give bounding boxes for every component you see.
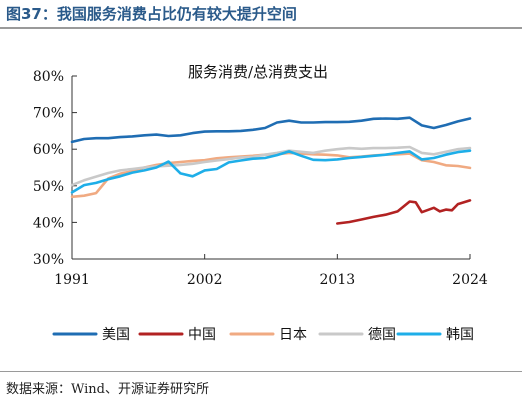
source-note: 数据来源：Wind、开源证券研究所 [6, 382, 209, 397]
legend-label: 韩国 [446, 327, 474, 343]
x-tick-label: 2024 [452, 272, 488, 288]
y-tick-label: 60% [33, 142, 64, 158]
series-line-1 [335, 199, 472, 225]
series-lines [70, 116, 472, 225]
y-tick-label: 30% [33, 252, 64, 268]
series-line-2 [70, 151, 472, 199]
series-line-3 [70, 145, 472, 187]
legend-label: 中国 [188, 327, 216, 343]
x-tick-label: 1991 [54, 272, 90, 288]
y-tick-label: 70% [33, 106, 64, 122]
legend-label: 日本 [279, 327, 307, 343]
series-line-4 [70, 149, 472, 194]
x-tick-label: 2013 [320, 272, 356, 288]
x-tick-label: 2002 [187, 272, 223, 288]
y-tick-label: 40% [33, 215, 64, 231]
y-tick-label: 80% [33, 69, 64, 85]
y-axis-ticks: 30% 40% 50% 60% 70% 80% [33, 69, 77, 268]
x-axis-ticks: 1991 2002 2013 2024 [54, 254, 488, 288]
chart-title: 服务消费/总消费支出 [188, 63, 328, 81]
title-divider [0, 27, 522, 29]
line-chart: 服务消费/总消费支出 30% 40% 50% 60% 70% 80% 1991 2002 20… [33, 63, 488, 343]
series-line-0 [70, 116, 472, 144]
legend: 美国 中国 日本 德国 韩国 [52, 327, 474, 343]
legend-label: 美国 [102, 327, 130, 343]
source-divider [0, 371, 522, 372]
figure-title: 图37：我国服务消费占比仍有较大提升空间 [6, 5, 297, 23]
legend-label: 德国 [368, 327, 396, 343]
y-tick-label: 50% [33, 179, 64, 195]
